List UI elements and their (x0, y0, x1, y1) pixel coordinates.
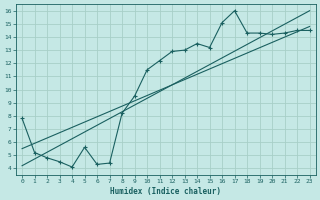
X-axis label: Humidex (Indice chaleur): Humidex (Indice chaleur) (110, 187, 221, 196)
